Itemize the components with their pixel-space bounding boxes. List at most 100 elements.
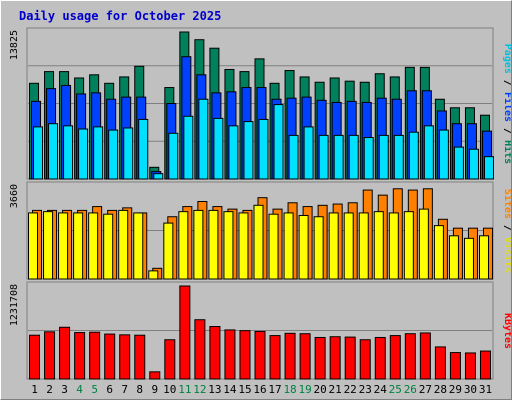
bar-pages-day-8 [138, 118, 149, 180]
bar-kbytes-day-2 [44, 331, 56, 380]
x-tick-label-day-28: 28 [434, 383, 447, 396]
bar-visits-day-28 [433, 225, 444, 280]
bar-kbytes-day-12 [194, 319, 206, 380]
bar-visits-day-20 [313, 216, 324, 280]
legend-kbytes: KBytes [502, 313, 511, 349]
bar-pages-day-31 [483, 156, 494, 180]
bar-visits-day-15 [238, 212, 249, 280]
x-tick-label-day-7: 7 [121, 383, 128, 396]
x-tick-label-day-19: 19 [298, 383, 311, 396]
legend-sites-visits: Sites / Visits [502, 189, 511, 273]
bar-pages-day-4 [78, 128, 89, 180]
bar-visits-day-27 [418, 208, 429, 280]
bar-kbytes-day-22 [344, 336, 356, 380]
bar-visits-day-31 [478, 235, 489, 280]
bar-visits-day-11 [178, 211, 189, 280]
x-tick-label-day-5: 5 [91, 383, 98, 396]
panel-hits-files-pages: 13825 Pages / Files / Hits [9, 27, 511, 180]
x-tick-label-day-22: 22 [344, 383, 357, 396]
x-tick-label-day-30: 30 [464, 383, 477, 396]
legend-entry: Visits [502, 237, 511, 273]
chart-title: Daily usage for October 2025 [19, 9, 221, 23]
bar-kbytes-day-24 [374, 336, 386, 380]
bar-kbytes-day-18 [284, 332, 296, 380]
bar-pages-day-1 [33, 126, 44, 180]
bar-pages-day-16 [258, 118, 269, 180]
bar-visits-day-29 [448, 235, 459, 280]
bar-visits-day-17 [268, 213, 279, 280]
bar-visits-day-3 [58, 212, 69, 280]
bar-visits-day-14 [223, 211, 234, 280]
x-tick-label-day-1: 1 [31, 383, 38, 396]
legend-entry: Pages [502, 44, 511, 74]
x-tick-label-day-24: 24 [374, 383, 388, 396]
panel-kbytes: 1231708 KBytes [9, 281, 511, 380]
bar-visits-day-2 [43, 211, 54, 280]
x-tick-label-day-18: 18 [283, 383, 296, 396]
legend-entry: Files [502, 92, 511, 122]
bar-visits-day-19 [298, 214, 309, 280]
x-tick-label-day-23: 23 [359, 383, 372, 396]
bar-visits-day-13 [208, 209, 219, 280]
bar-pages-day-13 [213, 117, 224, 180]
x-tick-label-day-25: 25 [389, 383, 402, 396]
bar-kbytes-day-23 [359, 339, 371, 380]
x-tick-label-day-16: 16 [253, 383, 266, 396]
x-tick-label-day-11: 11 [178, 383, 191, 396]
x-tick-label-day-2: 2 [46, 383, 53, 396]
bar-visits-day-9 [148, 270, 159, 280]
bar-visits-day-10 [163, 222, 174, 280]
bar-pages-day-18 [288, 134, 299, 180]
bar-kbytes-day-3 [59, 326, 71, 380]
bar-pages-day-11 [183, 115, 194, 180]
bar-kbytes-day-8 [134, 334, 146, 380]
x-tick-label-day-29: 29 [449, 383, 462, 396]
x-tick-label-day-9: 9 [151, 383, 158, 396]
bar-kbytes-day-6 [104, 333, 116, 380]
x-tick-label-day-8: 8 [136, 383, 143, 396]
bar-kbytes-day-4 [74, 332, 86, 380]
bar-pages-day-27 [423, 125, 434, 180]
bar-pages-day-19 [303, 126, 314, 180]
bar-kbytes-day-30 [464, 352, 476, 380]
bar-pages-day-14 [228, 125, 239, 180]
bar-visits-day-7 [118, 209, 129, 280]
legend-entry: / [502, 74, 511, 92]
bar-kbytes-day-16 [254, 330, 266, 380]
bar-kbytes-day-20 [314, 336, 326, 380]
bar-kbytes-day-15 [239, 330, 251, 380]
x-tick-label-day-10: 10 [163, 383, 176, 396]
bar-kbytes-day-7 [119, 334, 131, 380]
x-tick-label-day-27: 27 [419, 383, 432, 396]
x-tick-label-day-20: 20 [314, 383, 327, 396]
bar-kbytes-day-13 [209, 326, 221, 380]
legend-entry: / [502, 122, 511, 140]
bar-pages-day-10 [168, 132, 179, 180]
bar-pages-day-15 [243, 121, 254, 180]
bar-kbytes-day-5 [89, 331, 101, 380]
bar-pages-day-12 [198, 98, 209, 180]
bar-pages-day-6 [108, 129, 119, 180]
bar-kbytes-day-19 [299, 333, 311, 380]
x-tick-label-day-21: 21 [329, 383, 342, 396]
x-tick-label-day-13: 13 [208, 383, 221, 396]
bar-kbytes-day-25 [389, 335, 401, 380]
x-tick-label-day-26: 26 [404, 383, 417, 396]
y-max-label: 1231708 [9, 284, 20, 326]
legend-entry: Hits [502, 140, 511, 164]
y-max-label: 3660 [9, 184, 20, 208]
bar-pages-day-9 [153, 173, 164, 180]
y-max-label: 13825 [9, 30, 20, 60]
bar-pages-day-28 [438, 129, 449, 180]
bar-kbytes-day-14 [224, 329, 236, 380]
bar-visits-day-1 [28, 212, 39, 280]
bar-kbytes-day-29 [449, 352, 461, 380]
bar-pages-day-17 [273, 104, 284, 180]
bar-visits-day-18 [283, 212, 294, 280]
bar-visits-day-6 [103, 213, 114, 280]
legend-entry: Sites [502, 189, 511, 219]
bar-pages-day-21 [333, 134, 344, 180]
bar-kbytes-day-26 [404, 333, 416, 380]
